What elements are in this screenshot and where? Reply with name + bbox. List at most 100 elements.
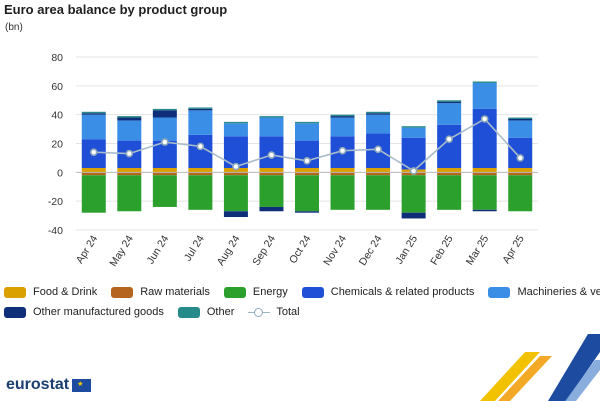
total-point-1[interactable] bbox=[125, 149, 134, 158]
bar-other-7[interactable] bbox=[330, 114, 355, 117]
legend-item-raw-materials[interactable]: Raw materials bbox=[111, 286, 210, 298]
bar-machinery-8[interactable] bbox=[366, 114, 391, 134]
total-point-0[interactable] bbox=[89, 148, 98, 156]
bar-food_drink-12[interactable] bbox=[508, 168, 533, 173]
legend-item-energy[interactable]: Energy bbox=[223, 286, 288, 298]
bar-raw_materials-4[interactable] bbox=[223, 172, 248, 176]
bar-raw_materials-5[interactable] bbox=[259, 172, 284, 176]
bar-machinery-6[interactable] bbox=[295, 123, 319, 141]
total-point-8[interactable] bbox=[374, 145, 382, 154]
bar-food_drink-0[interactable] bbox=[81, 168, 106, 173]
bar-machinery-1[interactable] bbox=[117, 120, 142, 141]
total-point-11[interactable] bbox=[480, 115, 489, 123]
bar-food_drink-8[interactable] bbox=[366, 168, 391, 173]
bar-other_manufactured-7[interactable] bbox=[330, 116, 355, 118]
total-point-4[interactable] bbox=[232, 162, 240, 171]
bar-energy-3[interactable] bbox=[188, 175, 213, 210]
bar-other-10[interactable] bbox=[437, 100, 462, 102]
bar-other-1[interactable] bbox=[117, 116, 142, 118]
bar-raw_materials-3[interactable] bbox=[188, 172, 213, 176]
total-point-10[interactable] bbox=[445, 135, 453, 143]
bar-chemicals-9[interactable] bbox=[401, 137, 426, 170]
legend-item-food-drink[interactable]: Food & Drink bbox=[4, 286, 97, 298]
bar-energy-11[interactable] bbox=[472, 175, 497, 210]
bar-energy-0[interactable] bbox=[81, 175, 106, 213]
bar-other-5[interactable] bbox=[259, 116, 284, 118]
bar-machinery-12[interactable] bbox=[508, 120, 533, 138]
bar-food_drink-6[interactable] bbox=[295, 168, 319, 173]
bar-other-9[interactable] bbox=[401, 126, 426, 128]
bar-raw_materials-0[interactable] bbox=[81, 172, 106, 176]
bar-energy-1[interactable] bbox=[117, 175, 142, 212]
bar-other_manufactured-9[interactable] bbox=[401, 212, 426, 219]
bar-other_manufactured-0[interactable] bbox=[81, 113, 106, 115]
legend-item-other[interactable]: Other bbox=[177, 306, 234, 318]
bar-other_manufactured-10[interactable] bbox=[437, 101, 462, 104]
bar-other-11[interactable] bbox=[472, 81, 497, 83]
bar-chemicals-12[interactable] bbox=[508, 137, 533, 169]
total-point-7[interactable] bbox=[338, 146, 347, 155]
bar-energy-6[interactable] bbox=[295, 175, 319, 212]
bar-raw_materials-6[interactable] bbox=[295, 172, 319, 176]
bar-other_manufactured-5[interactable] bbox=[259, 206, 284, 212]
bar-other-4[interactable] bbox=[223, 121, 248, 124]
total-point-2[interactable] bbox=[161, 138, 169, 146]
bar-raw_materials-7[interactable] bbox=[330, 172, 355, 176]
total-point-9[interactable] bbox=[409, 167, 418, 175]
legend-item-total[interactable]: Total bbox=[248, 306, 300, 318]
bar-other_manufactured-8[interactable] bbox=[366, 113, 391, 115]
bar-energy-10[interactable] bbox=[437, 175, 462, 210]
legend-item-machinery[interactable]: Machineries & vehicles bbox=[488, 286, 600, 298]
total-point-3[interactable] bbox=[196, 142, 205, 151]
bar-food_drink-11[interactable] bbox=[472, 168, 497, 173]
bar-machinery-0[interactable] bbox=[81, 114, 106, 140]
bar-machinery-7[interactable] bbox=[330, 117, 355, 137]
total-point-6[interactable] bbox=[303, 157, 311, 165]
bar-other-8[interactable] bbox=[366, 111, 391, 114]
legend-item-chemicals[interactable]: Chemicals & related products bbox=[301, 286, 474, 298]
bar-machinery-3[interactable] bbox=[188, 110, 213, 135]
total-point-12[interactable] bbox=[516, 154, 525, 162]
bar-machinery-2[interactable] bbox=[152, 117, 177, 141]
bar-raw_materials-8[interactable] bbox=[366, 172, 391, 176]
bar-food_drink-3[interactable] bbox=[188, 168, 213, 173]
bar-energy-2[interactable] bbox=[152, 175, 177, 207]
bar-other_manufactured-4[interactable] bbox=[223, 211, 248, 218]
bar-other_manufactured-3[interactable] bbox=[188, 108, 213, 111]
bar-food_drink-2[interactable] bbox=[152, 168, 177, 173]
bar-energy-5[interactable] bbox=[259, 175, 284, 207]
bar-food_drink-7[interactable] bbox=[330, 168, 355, 173]
bar-other_manufactured-11[interactable] bbox=[472, 209, 497, 212]
bar-energy-8[interactable] bbox=[366, 175, 391, 210]
bar-other-2[interactable] bbox=[152, 108, 177, 111]
bar-food_drink-1[interactable] bbox=[117, 168, 142, 173]
bar-other_manufactured-6[interactable] bbox=[295, 211, 319, 213]
bar-energy-7[interactable] bbox=[330, 175, 355, 210]
bar-machinery-4[interactable] bbox=[223, 123, 248, 137]
bar-other-12[interactable] bbox=[508, 117, 533, 119]
total-point-5[interactable] bbox=[267, 151, 276, 159]
legend-item-other-manufactured[interactable]: Other manufactured goods bbox=[4, 306, 164, 318]
legend-swatch-total bbox=[248, 307, 271, 318]
bar-energy-4[interactable] bbox=[223, 175, 248, 212]
bar-raw_materials-12[interactable] bbox=[508, 172, 533, 176]
bar-raw_materials-2[interactable] bbox=[152, 172, 177, 176]
bar-machinery-9[interactable] bbox=[401, 127, 426, 138]
bar-other-3[interactable] bbox=[188, 107, 213, 109]
eurostat-logo[interactable]: eurostat ★ bbox=[6, 376, 92, 394]
bar-other_manufactured-12[interactable] bbox=[508, 118, 533, 121]
bar-raw_materials-11[interactable] bbox=[472, 172, 497, 176]
bar-other_manufactured-1[interactable] bbox=[117, 117, 142, 121]
bar-energy-9[interactable] bbox=[401, 175, 426, 213]
bar-other-6[interactable] bbox=[295, 121, 319, 124]
bar-machinery-10[interactable] bbox=[437, 103, 462, 125]
bar-raw_materials-10[interactable] bbox=[437, 172, 462, 176]
bar-other-0[interactable] bbox=[81, 111, 106, 114]
bar-food_drink-10[interactable] bbox=[437, 168, 462, 173]
bar-food_drink-5[interactable] bbox=[259, 168, 284, 173]
bar-machinery-11[interactable] bbox=[472, 82, 497, 109]
bar-raw_materials-1[interactable] bbox=[117, 172, 142, 176]
bar-other_manufactured-2[interactable] bbox=[152, 110, 177, 118]
bar-energy-12[interactable] bbox=[508, 175, 533, 212]
bar-machinery-5[interactable] bbox=[259, 117, 284, 137]
